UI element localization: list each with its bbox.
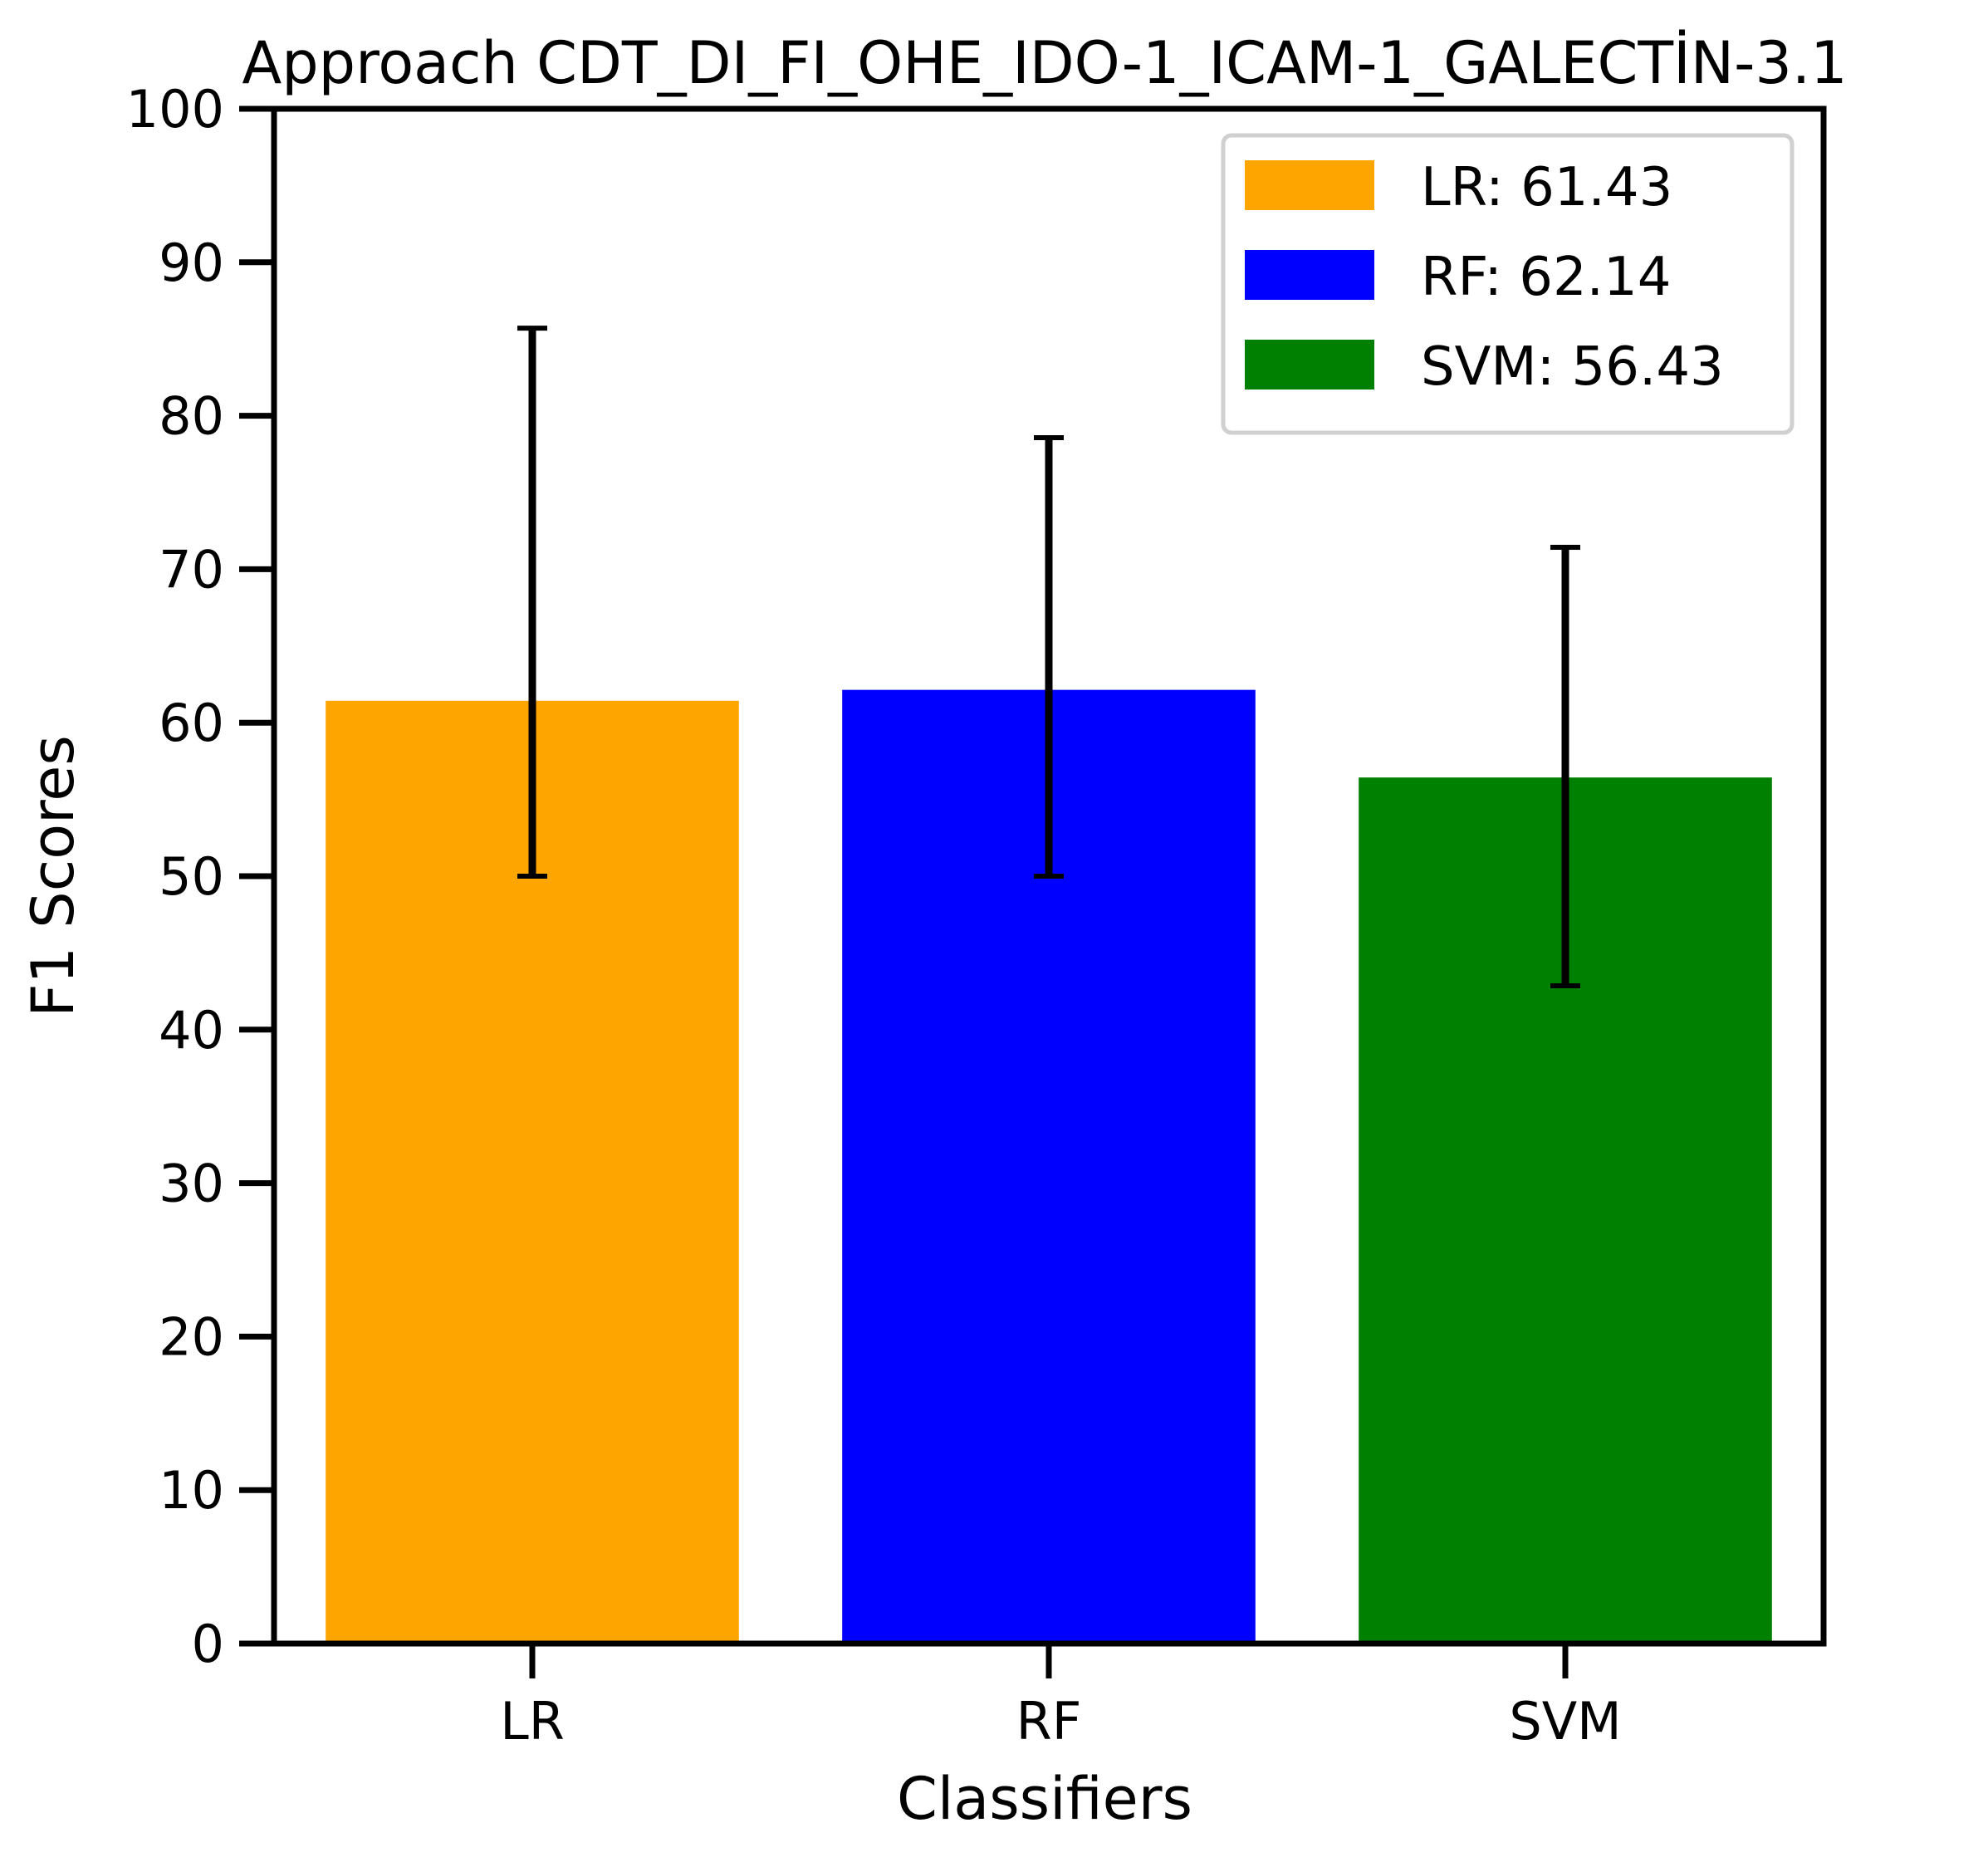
y-tick-label: 70: [159, 539, 224, 600]
x-tick-label-svm: SVM: [1509, 1691, 1621, 1752]
x-axis: LR RF SVM: [500, 1644, 1622, 1752]
y-tick-label: 20: [159, 1306, 224, 1367]
y-tick-label: 80: [159, 386, 224, 447]
y-tick-label: 60: [159, 693, 224, 753]
legend-entry-label: SVM: 56.43: [1421, 336, 1724, 398]
y-tick-label: 10: [159, 1460, 224, 1521]
y-tick-label: 30: [159, 1154, 224, 1214]
legend-entry-label: LR: 61.43: [1421, 157, 1672, 218]
legend-entry-label: RF: 62.14: [1421, 247, 1671, 308]
y-tick-label: 100: [126, 79, 224, 140]
x-tick-label-lr: LR: [500, 1691, 565, 1752]
y-axis-label: F1 Scores: [19, 735, 87, 1017]
y-tick-label: 0: [192, 1614, 224, 1674]
error-bars-group: [517, 326, 1580, 988]
chart-title: Approach CDT_DI_FI_OHE_IDO-1_ICAM-1_GALE…: [242, 29, 1847, 97]
y-tick-label: 90: [159, 233, 224, 293]
x-tick-label-rf: RF: [1016, 1691, 1082, 1752]
legend-swatch: [1245, 340, 1374, 390]
legend-swatch: [1245, 160, 1374, 210]
y-axis: 0 10 20 30 40 50 60 70 80 90 100: [126, 79, 274, 1674]
legend: LR: 61.43 RF: 62.14 SVM: 56.43: [1221, 133, 1795, 435]
legend-swatch: [1245, 250, 1374, 300]
x-axis-label: Classifiers: [897, 1765, 1192, 1833]
plot-frame: [271, 105, 1827, 1647]
y-tick-label: 50: [159, 846, 224, 907]
y-tick-label: 40: [159, 1000, 224, 1061]
